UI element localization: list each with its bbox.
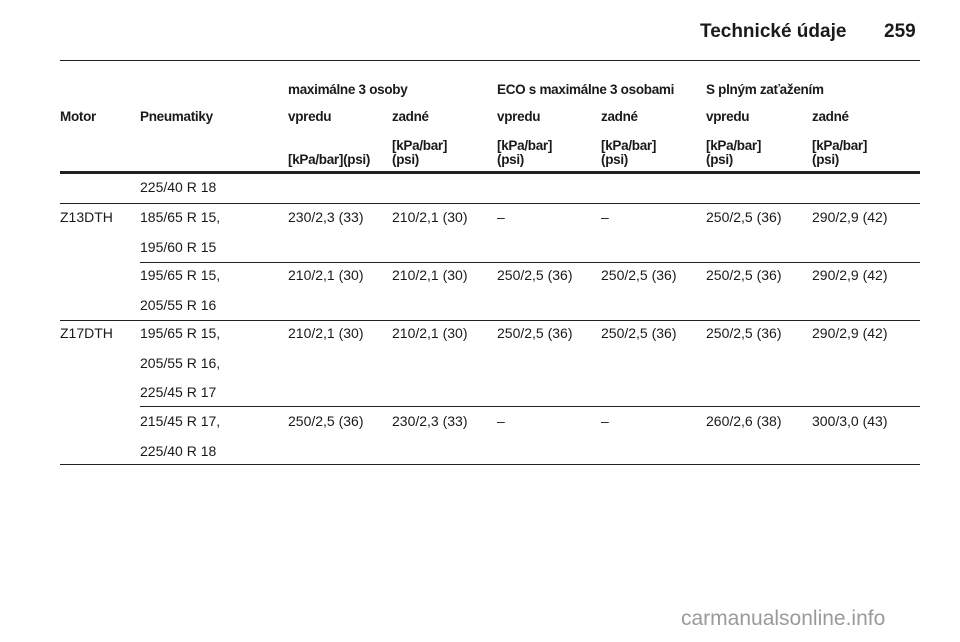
pressure-cell: 210/2,1 (30) xyxy=(288,267,364,283)
unit-header: [kPa/bar](psi) xyxy=(288,152,371,167)
column-header: zadné xyxy=(601,109,638,124)
unit-header: [kPa/bar] (psi) xyxy=(812,138,868,167)
header-divider xyxy=(60,60,920,61)
tyre-size-cell: 225/40 R 18 xyxy=(140,179,217,195)
pressure-cell: 210/2,1 (30) xyxy=(392,267,468,283)
tyre-size-cell: 185/65 R 15, xyxy=(140,209,221,225)
pressure-cell: – xyxy=(497,413,505,429)
pressure-cell: 260/2,6 (38) xyxy=(706,413,782,429)
tyre-size-cell: 195/65 R 15, xyxy=(140,325,221,341)
column-header: Pneumatiky xyxy=(140,109,213,124)
motor-cell: Z17DTH xyxy=(60,325,113,341)
group-header: S plným zaťažením xyxy=(706,82,824,97)
column-header: Motor xyxy=(60,109,96,124)
pressure-cell: 300/3,0 (43) xyxy=(812,413,888,429)
pressure-cell: 230/2,3 (33) xyxy=(392,413,468,429)
watermark: carmanualsonline.info xyxy=(681,607,886,630)
unit-header: [kPa/bar] (psi) xyxy=(497,138,553,167)
tyre-size-cell: 195/60 R 15 xyxy=(140,238,217,255)
row-divider xyxy=(140,262,920,263)
section-title: Technické údaje xyxy=(700,21,847,42)
pressure-cell: 250/2,5 (36) xyxy=(706,267,782,283)
pressure-cell: – xyxy=(601,413,609,429)
column-header: zadné xyxy=(392,109,429,124)
row-divider xyxy=(60,171,920,174)
tyre-size-cell: 195/65 R 15, xyxy=(140,267,221,283)
pressure-cell: 250/2,5 (36) xyxy=(497,325,573,341)
column-header: vpredu xyxy=(497,109,541,124)
tyre-size-cell: 225/40 R 18 xyxy=(140,442,217,459)
column-header: zadné xyxy=(812,109,849,124)
pressure-cell: 210/2,1 (30) xyxy=(392,325,468,341)
unit-header: [kPa/bar] (psi) xyxy=(601,138,657,167)
row-divider xyxy=(140,406,920,407)
pressure-cell: 250/2,5 (36) xyxy=(288,413,364,429)
pressure-cell: 210/2,1 (30) xyxy=(392,209,468,225)
row-divider xyxy=(60,464,920,465)
column-header: vpredu xyxy=(288,109,332,124)
row-divider xyxy=(60,320,920,321)
pressure-cell: 290/2,9 (42) xyxy=(812,325,888,341)
pressure-cell: 250/2,5 (36) xyxy=(706,325,782,341)
pressure-cell: – xyxy=(497,209,505,225)
pressure-cell: 290/2,9 (42) xyxy=(812,209,888,225)
pressure-cell: 230/2,3 (33) xyxy=(288,209,364,225)
tyre-size-cell: 205/55 R 16 xyxy=(140,296,217,313)
pressure-cell: 250/2,5 (36) xyxy=(601,267,677,283)
pressure-cell: 250/2,5 (36) xyxy=(497,267,573,283)
pressure-cell: 250/2,5 (36) xyxy=(601,325,677,341)
page-number: 259 xyxy=(884,21,916,42)
pressure-cell: 210/2,1 (30) xyxy=(288,325,364,341)
group-header: ECO s maximálne 3 osobami xyxy=(497,82,675,97)
tyre-size-cell: 225/45 R 17 xyxy=(140,384,217,400)
group-header: maximálne 3 osoby xyxy=(288,82,408,97)
unit-header: [kPa/bar] (psi) xyxy=(706,138,762,167)
motor-cell: Z13DTH xyxy=(60,209,113,225)
pressure-cell: 250/2,5 (36) xyxy=(706,209,782,225)
row-divider xyxy=(60,203,920,204)
unit-header: [kPa/bar] (psi) xyxy=(392,138,448,167)
tyre-size-cell: 215/45 R 17, xyxy=(140,413,221,429)
column-header: vpredu xyxy=(706,109,750,124)
tyre-size-cell: 205/55 R 16, xyxy=(140,354,221,371)
pressure-cell: 290/2,9 (42) xyxy=(812,267,888,283)
pressure-cell: – xyxy=(601,209,609,225)
